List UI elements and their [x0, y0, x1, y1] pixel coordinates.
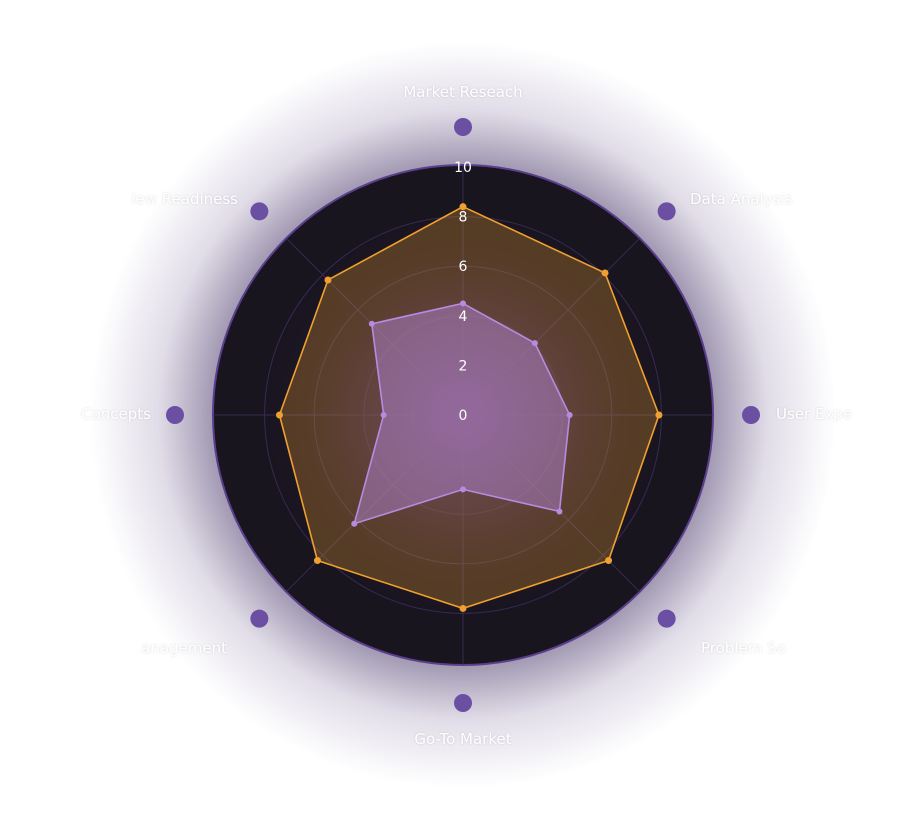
axis-label: Problem So [701, 639, 786, 657]
axis-label: Data Analysis [690, 190, 793, 208]
radial-ticks: 0 2 4 6 8 10 [454, 160, 472, 424]
radial-tick-label: 4 [459, 309, 468, 325]
axis-marker-icon[interactable] [657, 609, 676, 628]
radial-tick-label: 6 [459, 259, 468, 275]
series-1-point [459, 604, 467, 612]
axis-marker-icon[interactable] [454, 694, 472, 712]
series-1-point [313, 557, 321, 565]
axis-marker-icon[interactable] [742, 406, 760, 424]
axis-markers [166, 118, 760, 712]
radial-tick-label: 8 [459, 210, 468, 226]
radial-tick-label: 0 [459, 408, 468, 424]
axis-marker-icon[interactable] [166, 406, 184, 424]
axis-label: Concepts [81, 405, 151, 423]
radial-tick-label: 2 [459, 358, 468, 374]
series-2-point [368, 320, 375, 327]
series-2-point [566, 412, 573, 418]
series-2-point [380, 412, 387, 418]
axis-marker-icon[interactable] [250, 609, 269, 628]
axis-label: anagement [141, 639, 227, 657]
axis-label: Market Reseach [403, 83, 523, 101]
axis-marker-icon[interactable] [454, 118, 472, 136]
series-2-point [531, 340, 538, 347]
grid-spoke [462, 237, 641, 416]
series-2-point [556, 508, 563, 515]
series-2-point [460, 300, 466, 307]
series-1-point [655, 411, 663, 419]
series-1-point [459, 203, 467, 211]
series-1-point [275, 411, 283, 419]
axis-label: iew Readiness [131, 190, 238, 208]
series-1-point [324, 276, 332, 284]
axis-label: User Expe [776, 405, 853, 423]
series-2-point [351, 520, 358, 527]
series-2-point [460, 486, 466, 493]
axis-label: Go-To Market [414, 730, 512, 748]
axis-marker-icon[interactable] [657, 202, 676, 221]
axis-marker-icon[interactable] [250, 202, 269, 221]
series-layer [275, 203, 663, 612]
series-1-point [601, 269, 609, 277]
radial-tick-label: 10 [454, 160, 472, 176]
grid-spoke [285, 237, 464, 416]
series-1-point [605, 557, 613, 565]
